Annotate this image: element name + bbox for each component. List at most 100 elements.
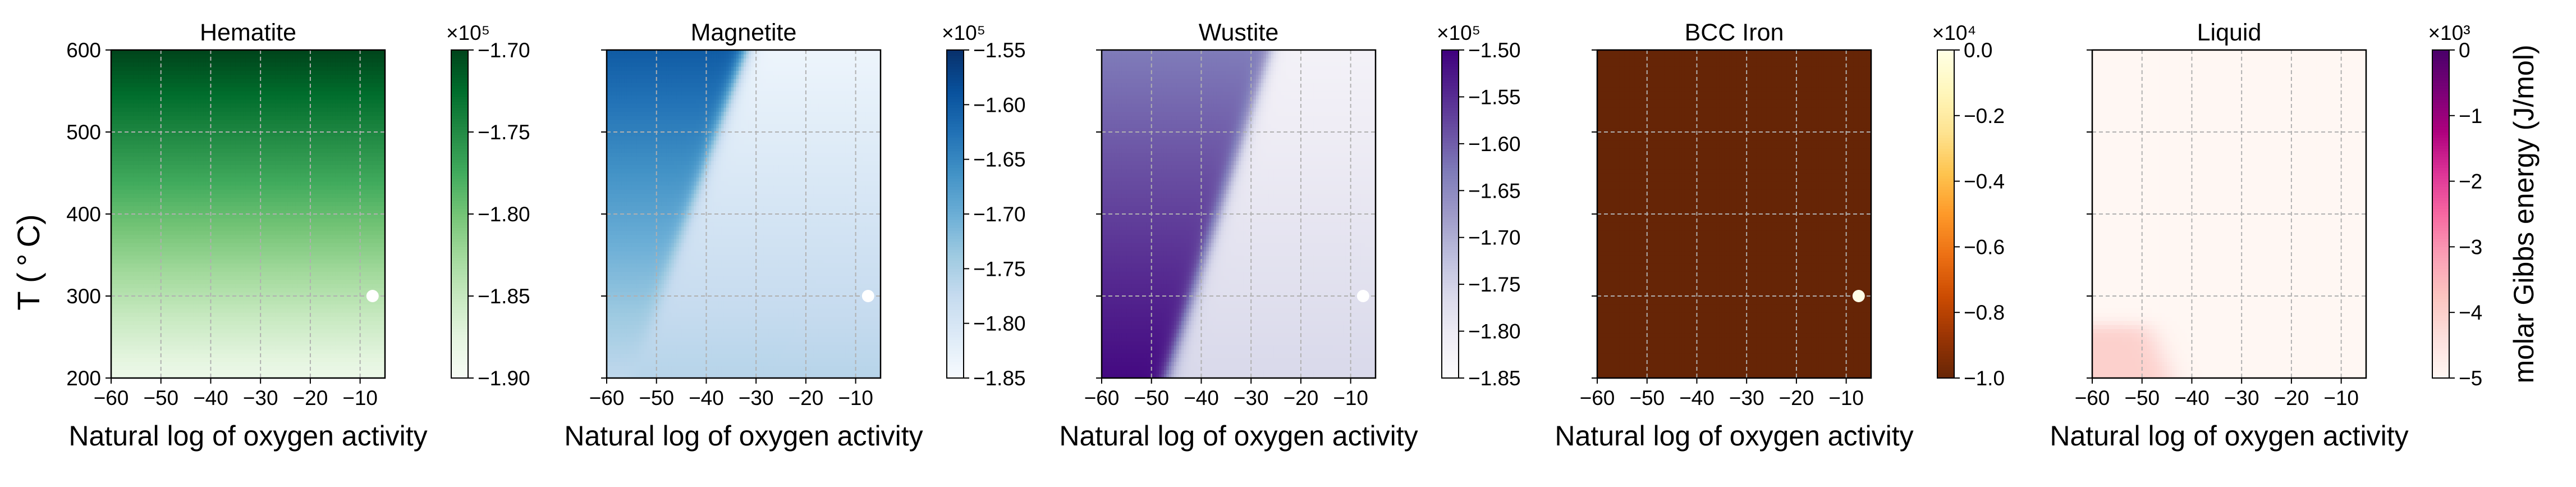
heatmap-cell	[168, 300, 171, 304]
heatmap-cell	[131, 75, 134, 79]
heatmap-cell	[171, 136, 173, 140]
heatmap-cell	[113, 366, 116, 370]
heatmap-cell	[129, 222, 131, 227]
heatmap-cell	[181, 280, 184, 284]
heatmap-cell	[156, 157, 159, 161]
heatmap-cell	[144, 345, 146, 350]
heatmap-cell	[151, 157, 154, 161]
heatmap-cell	[131, 259, 134, 263]
heatmap-cell	[201, 259, 204, 263]
heatmap-cell	[141, 83, 144, 87]
heatmap-cell	[201, 173, 204, 177]
heatmap-cell	[189, 71, 191, 75]
heatmap-cell	[181, 71, 184, 75]
heatmap-cell	[149, 222, 152, 227]
heatmap-cell	[123, 103, 126, 108]
heatmap-cell	[181, 181, 184, 186]
heatmap-cell	[151, 112, 154, 116]
heatmap-cell	[146, 136, 149, 140]
heatmap-cell	[166, 116, 169, 120]
heatmap-cell	[184, 194, 186, 198]
heatmap-cell	[203, 317, 206, 321]
heatmap-cell	[189, 366, 191, 370]
heatmap-cell	[146, 58, 149, 63]
heatmap-cell	[144, 189, 146, 194]
heatmap-cell	[151, 226, 154, 231]
heatmap-cell	[191, 66, 194, 71]
heatmap-cell	[181, 153, 184, 157]
heatmap-cell	[123, 235, 126, 239]
heatmap-cell	[153, 136, 156, 140]
heatmap-cell	[186, 370, 189, 374]
heatmap-cell	[126, 161, 129, 165]
heatmap-cell	[171, 271, 173, 276]
heatmap-cell	[203, 218, 206, 222]
heatmap-cell	[149, 243, 152, 247]
heatmap-cell	[146, 349, 149, 354]
heatmap-cell	[189, 132, 191, 136]
heatmap-cell	[151, 169, 154, 174]
heatmap-cell	[189, 304, 191, 309]
heatmap-cell	[178, 312, 181, 317]
heatmap-cell	[151, 280, 154, 284]
heatmap-cell	[144, 148, 146, 153]
heatmap-cell	[196, 132, 199, 136]
heatmap-cell	[149, 239, 152, 243]
heatmap-cell	[178, 358, 181, 362]
heatmap-cell	[139, 247, 141, 251]
heatmap-cell	[131, 321, 134, 325]
heatmap-cell	[151, 206, 154, 210]
heatmap-cell	[193, 83, 196, 87]
heatmap-cell	[123, 345, 126, 350]
heatmap-cell	[191, 255, 194, 260]
heatmap-cell	[149, 308, 152, 313]
heatmap-cell	[196, 148, 199, 153]
heatmap-cell	[203, 308, 206, 313]
heatmap-cell	[198, 284, 201, 288]
heatmap-cell	[144, 239, 146, 243]
heatmap-cell	[141, 173, 144, 177]
heatmap-cell	[181, 329, 184, 333]
heatmap-cell	[156, 243, 159, 247]
heatmap-cell	[149, 292, 152, 297]
heatmap-cell	[151, 329, 154, 333]
heatmap-cell	[193, 144, 196, 149]
heatmap-cell	[193, 95, 196, 99]
heatmap-cell	[189, 58, 191, 63]
heatmap-cell	[191, 153, 194, 157]
heatmap-cell	[203, 165, 206, 169]
heatmap-cell	[171, 218, 173, 222]
heatmap-cell	[118, 235, 121, 239]
heatmap-cell	[201, 255, 204, 260]
heatmap-cell	[156, 271, 159, 276]
heatmap-cell	[129, 79, 131, 83]
heatmap-cell	[144, 165, 146, 169]
heatmap-cell	[141, 267, 144, 272]
heatmap-cell	[144, 370, 146, 374]
heatmap-cell	[141, 62, 144, 67]
heatmap-cell	[203, 366, 206, 370]
heatmap-cell	[163, 222, 166, 227]
heatmap-cell	[118, 341, 121, 345]
heatmap-cell	[198, 91, 201, 95]
heatmap-cell	[153, 189, 156, 194]
heatmap-cell	[121, 345, 124, 350]
heatmap-cell	[178, 251, 181, 256]
heatmap-cell	[141, 271, 144, 276]
heatmap-cell	[193, 259, 196, 263]
heatmap-cell	[113, 349, 116, 354]
heatmap-cell	[116, 148, 119, 153]
heatmap-cell	[156, 144, 159, 149]
heatmap-cell	[191, 337, 194, 342]
heatmap-cell	[134, 304, 136, 309]
heatmap-cell	[153, 345, 156, 350]
heatmap-cell	[134, 255, 136, 260]
heatmap-cell	[123, 75, 126, 79]
heatmap-cell	[139, 136, 141, 140]
heatmap-cell	[129, 337, 131, 342]
heatmap-cell	[176, 263, 178, 268]
heatmap-cell	[116, 99, 119, 104]
heatmap-cell	[193, 288, 196, 292]
heatmap-cell	[139, 230, 141, 235]
heatmap-cell	[118, 62, 121, 67]
